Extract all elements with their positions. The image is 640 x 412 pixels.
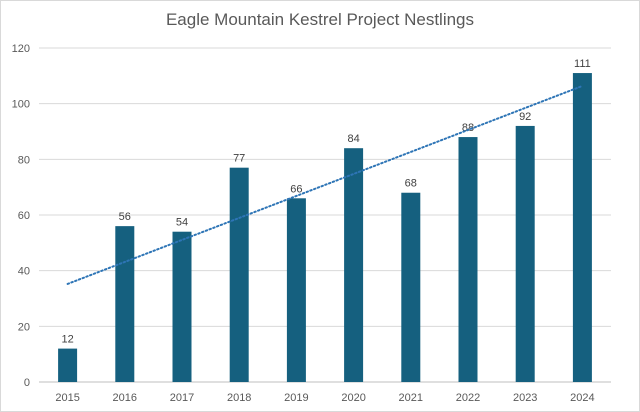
bar	[286, 198, 306, 382]
bar	[572, 73, 592, 383]
bar	[58, 348, 78, 382]
bar	[229, 167, 249, 382]
y-tick-label: 40	[18, 266, 30, 278]
bar	[344, 148, 364, 382]
data-label: 77	[233, 153, 245, 165]
data-label: 12	[61, 334, 73, 346]
bar	[458, 137, 478, 382]
x-tick-label: 2021	[399, 392, 423, 404]
x-tick-label: 2023	[513, 392, 537, 404]
data-label: 68	[405, 178, 417, 190]
x-tick-label: 2015	[55, 392, 79, 404]
x-tick-label: 2018	[227, 392, 251, 404]
bar	[115, 226, 135, 382]
x-tick-label: 2024	[570, 392, 594, 404]
data-label: 111	[574, 58, 591, 70]
bar	[172, 231, 192, 382]
x-tick-label: 2022	[456, 392, 480, 404]
data-label: 56	[119, 211, 131, 223]
x-tick-label: 2020	[341, 392, 365, 404]
y-tick-label: 60	[18, 210, 30, 222]
data-label: 92	[519, 111, 531, 123]
chart-title: Eagle Mountain Kestrel Project Nestlings	[165, 10, 475, 29]
y-tick-label: 0	[24, 377, 30, 389]
bar	[401, 192, 421, 382]
data-label: 66	[290, 183, 302, 195]
y-tick-label: 80	[18, 154, 30, 166]
y-tick-label: 20	[18, 321, 30, 333]
y-tick-label: 120	[12, 43, 30, 55]
x-tick-label: 2019	[284, 392, 308, 404]
bar	[515, 125, 535, 382]
trendline	[66, 84, 584, 285]
data-label: 84	[347, 133, 359, 145]
data-label: 54	[176, 217, 188, 229]
x-tick-label: 2016	[113, 392, 137, 404]
y-tick-label: 100	[12, 99, 30, 111]
x-tick-label: 2017	[170, 392, 194, 404]
